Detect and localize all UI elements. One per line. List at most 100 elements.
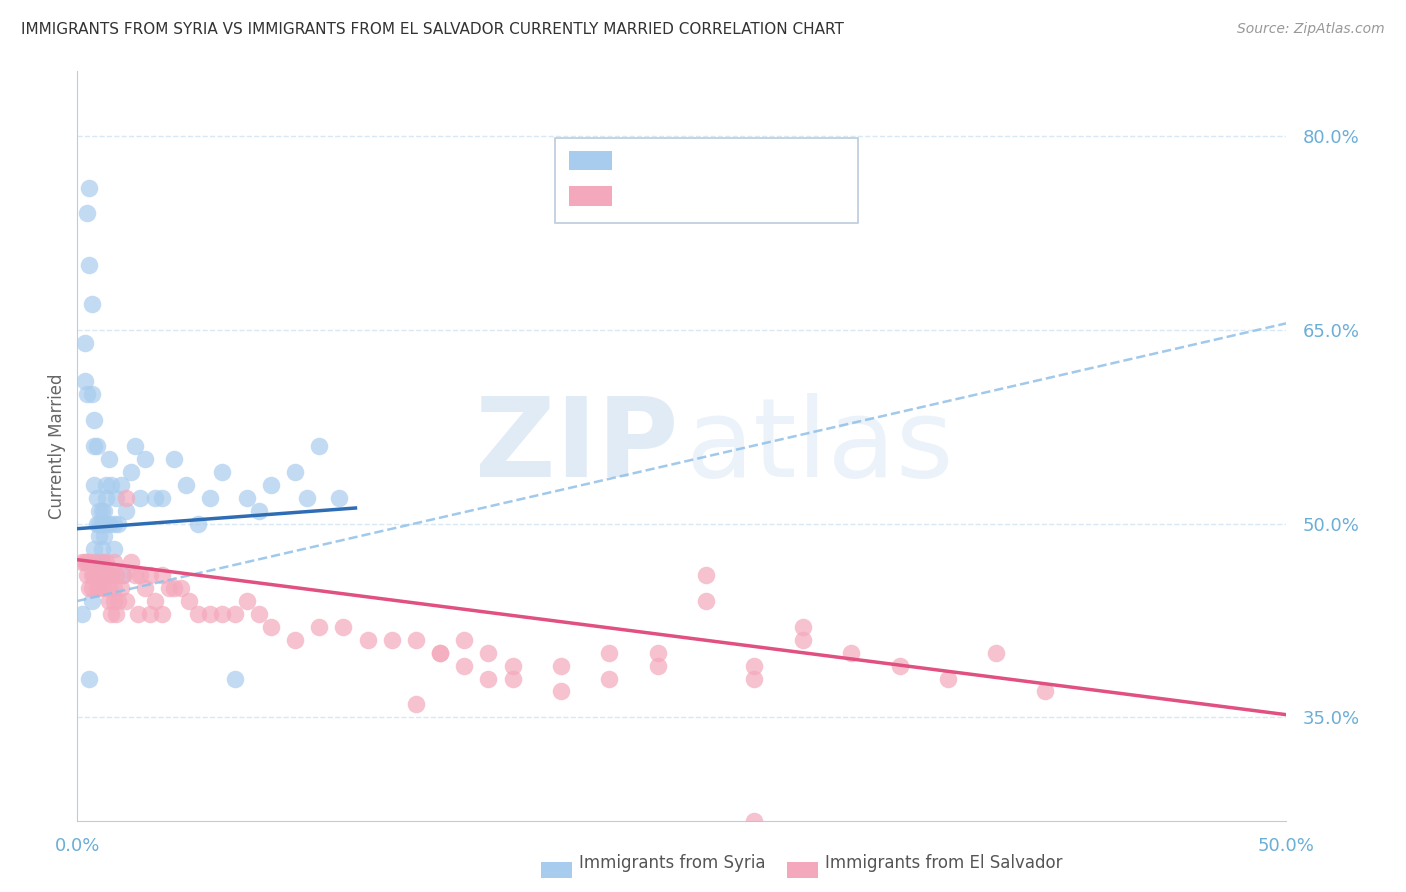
Text: IMMIGRANTS FROM SYRIA VS IMMIGRANTS FROM EL SALVADOR CURRENTLY MARRIED CORRELATI: IMMIGRANTS FROM SYRIA VS IMMIGRANTS FROM… <box>21 22 844 37</box>
Point <box>100 607 122 621</box>
Point <box>308 620 330 634</box>
Point <box>120 465 142 479</box>
Point <box>107 594 129 608</box>
Point <box>97 594 120 608</box>
Point <box>86 491 108 505</box>
Point <box>295 491 318 505</box>
Point <box>79 180 101 194</box>
Point <box>200 491 222 505</box>
Point <box>97 581 120 595</box>
Point <box>100 477 122 491</box>
Point <box>744 814 766 828</box>
Point <box>103 516 125 531</box>
Text: atlas: atlas <box>686 392 955 500</box>
Point <box>86 439 108 453</box>
Point <box>177 594 200 608</box>
Text: N =: N = <box>714 190 754 208</box>
Point <box>79 258 101 272</box>
Point <box>477 672 499 686</box>
Point <box>839 646 862 660</box>
Point <box>889 658 911 673</box>
Text: 61: 61 <box>752 154 778 172</box>
Point <box>110 581 132 595</box>
Point <box>157 581 180 595</box>
Point <box>76 555 98 569</box>
Point <box>356 632 378 647</box>
Y-axis label: Currently Married: Currently Married <box>48 373 66 519</box>
Point <box>550 684 572 698</box>
Point <box>124 439 146 453</box>
Point <box>598 646 620 660</box>
Text: Immigrants from Syria: Immigrants from Syria <box>579 855 766 872</box>
Point <box>150 568 173 582</box>
Text: Immigrants from El Salvador: Immigrants from El Salvador <box>825 855 1063 872</box>
Point <box>87 568 110 582</box>
Point <box>308 439 330 453</box>
Point <box>96 568 118 582</box>
Point <box>83 413 105 427</box>
Point <box>73 375 96 389</box>
Point <box>73 555 96 569</box>
Point <box>83 542 105 557</box>
Point <box>73 335 96 350</box>
Point <box>211 607 233 621</box>
Point <box>96 477 118 491</box>
Text: 0.087: 0.087 <box>665 154 723 172</box>
Point <box>224 672 246 686</box>
Point <box>79 581 101 595</box>
Text: R =: R = <box>623 154 662 172</box>
Point <box>90 555 112 569</box>
Point <box>86 581 108 595</box>
Point <box>647 658 669 673</box>
Point <box>247 607 270 621</box>
Point <box>284 632 307 647</box>
Point <box>100 568 122 582</box>
Point <box>105 607 128 621</box>
Point <box>453 632 475 647</box>
Point <box>247 503 270 517</box>
Point <box>114 491 136 505</box>
Point <box>83 439 105 453</box>
Point <box>93 503 115 517</box>
Point <box>83 568 105 582</box>
Point <box>744 672 766 686</box>
Point <box>107 516 129 531</box>
Point <box>103 594 125 608</box>
Point <box>90 516 112 531</box>
Point <box>79 672 101 686</box>
Point <box>105 491 128 505</box>
Point <box>124 568 146 582</box>
Text: R =: R = <box>623 190 662 208</box>
Point <box>90 503 112 517</box>
Point <box>90 568 112 582</box>
Point <box>83 555 105 569</box>
Point <box>328 491 350 505</box>
Point <box>114 594 136 608</box>
Point <box>80 594 103 608</box>
Point <box>150 607 173 621</box>
Point <box>93 568 115 582</box>
Point <box>187 607 209 621</box>
Point <box>235 491 257 505</box>
Point <box>134 451 156 466</box>
Point <box>129 568 152 582</box>
Point <box>139 568 162 582</box>
Point <box>429 646 451 660</box>
Point <box>76 568 98 582</box>
Point <box>87 529 110 543</box>
Point <box>163 451 186 466</box>
Point <box>103 555 125 569</box>
Point <box>112 568 135 582</box>
Point <box>792 632 814 647</box>
Point <box>986 646 1008 660</box>
Point <box>97 451 120 466</box>
Point <box>103 581 125 595</box>
Point <box>96 491 118 505</box>
Point <box>260 620 283 634</box>
Point <box>235 594 257 608</box>
Point <box>70 555 93 569</box>
Point <box>80 297 103 311</box>
Point <box>83 477 105 491</box>
Point <box>477 646 499 660</box>
Point <box>260 477 283 491</box>
